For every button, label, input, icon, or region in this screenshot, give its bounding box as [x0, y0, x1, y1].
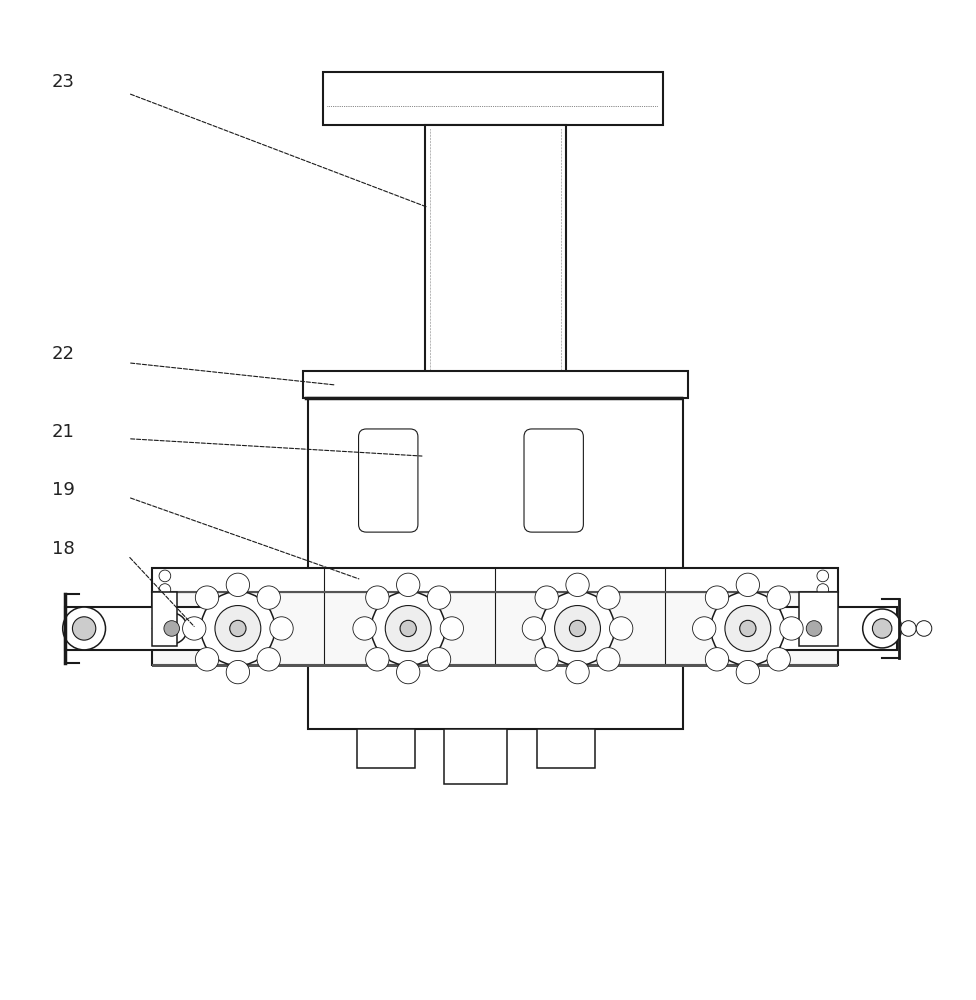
Bar: [322, 72, 663, 125]
Circle shape: [62, 607, 105, 650]
Circle shape: [798, 613, 830, 644]
Circle shape: [195, 648, 219, 671]
Circle shape: [400, 620, 417, 637]
Bar: [152, 591, 838, 593]
Circle shape: [916, 621, 932, 636]
Bar: [304, 371, 687, 398]
Circle shape: [396, 573, 420, 597]
Circle shape: [817, 584, 829, 595]
Circle shape: [257, 648, 280, 671]
Circle shape: [901, 621, 916, 636]
Bar: [152, 592, 838, 665]
Circle shape: [767, 586, 791, 609]
Circle shape: [366, 648, 389, 671]
Circle shape: [706, 586, 729, 609]
Circle shape: [535, 586, 558, 609]
Circle shape: [863, 609, 902, 648]
Circle shape: [535, 648, 558, 671]
Circle shape: [711, 591, 785, 665]
Bar: [537, 729, 595, 768]
Bar: [444, 729, 508, 784]
Circle shape: [159, 570, 171, 582]
Circle shape: [215, 606, 261, 651]
Circle shape: [386, 606, 431, 651]
Circle shape: [541, 591, 615, 665]
Bar: [152, 592, 177, 646]
Circle shape: [767, 648, 791, 671]
Circle shape: [780, 617, 803, 640]
Circle shape: [596, 586, 620, 609]
Circle shape: [427, 586, 451, 609]
Circle shape: [427, 648, 451, 671]
Circle shape: [396, 660, 420, 684]
Circle shape: [806, 621, 822, 636]
Circle shape: [353, 617, 376, 640]
Circle shape: [229, 620, 246, 637]
Circle shape: [164, 621, 180, 636]
Circle shape: [226, 660, 250, 684]
Circle shape: [159, 584, 171, 595]
Bar: [780, 607, 897, 650]
Circle shape: [609, 617, 632, 640]
Bar: [308, 398, 682, 578]
Bar: [308, 665, 682, 729]
Circle shape: [706, 648, 729, 671]
Circle shape: [226, 573, 250, 597]
Text: 18: 18: [52, 540, 74, 558]
Text: 19: 19: [52, 481, 74, 499]
Circle shape: [566, 573, 590, 597]
Bar: [152, 664, 838, 667]
Circle shape: [72, 617, 96, 640]
Circle shape: [195, 586, 219, 609]
Text: 23: 23: [52, 73, 74, 91]
Circle shape: [183, 617, 206, 640]
Circle shape: [566, 660, 590, 684]
Text: 22: 22: [52, 345, 74, 363]
Circle shape: [740, 620, 756, 637]
Bar: [799, 592, 838, 646]
Circle shape: [156, 613, 187, 644]
Bar: [425, 125, 566, 383]
Circle shape: [596, 648, 620, 671]
Circle shape: [569, 620, 586, 637]
Bar: [64, 607, 216, 650]
Circle shape: [725, 606, 771, 651]
Circle shape: [269, 617, 293, 640]
Circle shape: [440, 617, 464, 640]
Circle shape: [201, 591, 275, 665]
Text: 21: 21: [52, 423, 74, 441]
FancyBboxPatch shape: [358, 429, 418, 532]
Circle shape: [257, 586, 280, 609]
FancyBboxPatch shape: [524, 429, 584, 532]
Circle shape: [366, 586, 389, 609]
Bar: [356, 729, 415, 768]
Circle shape: [554, 606, 600, 651]
Circle shape: [873, 619, 892, 638]
Circle shape: [736, 573, 759, 597]
Circle shape: [817, 570, 829, 582]
Circle shape: [693, 617, 715, 640]
Circle shape: [371, 591, 445, 665]
Circle shape: [522, 617, 546, 640]
Bar: [152, 568, 838, 592]
Circle shape: [736, 660, 759, 684]
